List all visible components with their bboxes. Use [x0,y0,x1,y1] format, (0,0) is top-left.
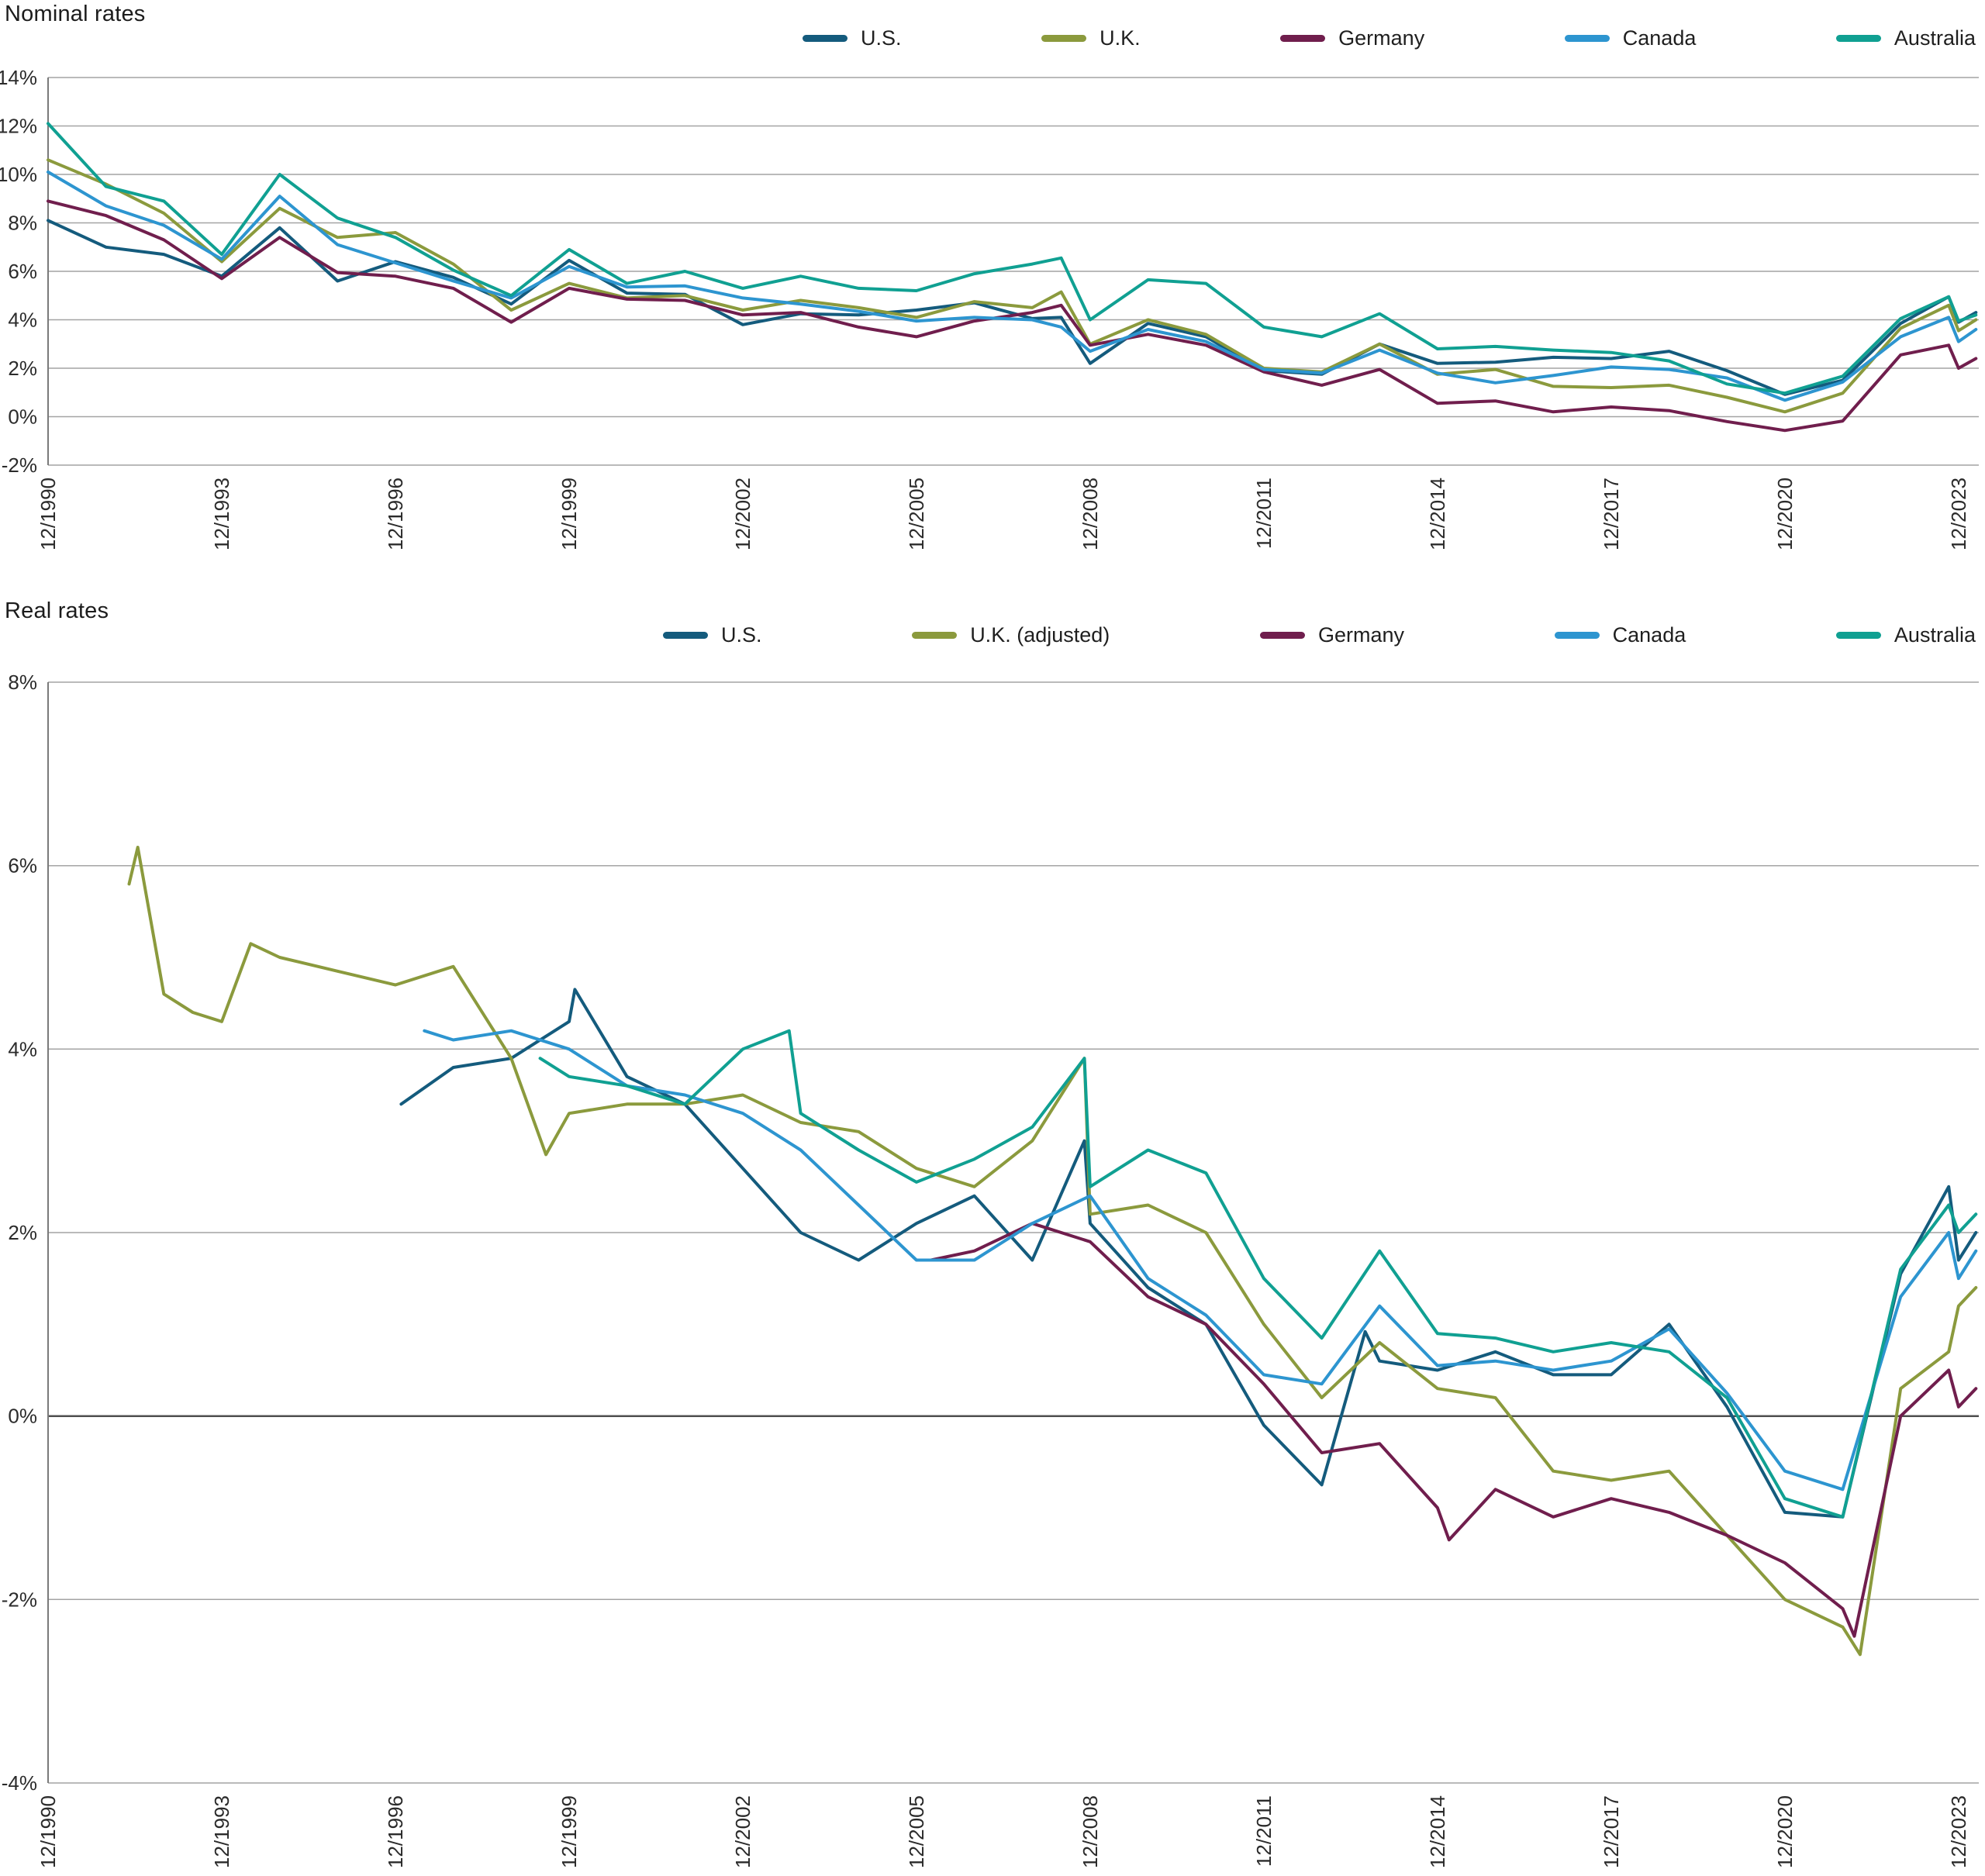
y-tick-label: -2% [2,1588,37,1611]
series-line-australia [538,1029,1978,1519]
nominal-rates-chart: Nominal rates U.S. U.K. Germany Canada Austr… [0,0,1985,558]
x-tick-label: 12/1990 [36,478,60,550]
series-line-australia [47,122,1978,395]
legend-item-australia: Australia [1835,26,1976,50]
y-tick-label: 10% [0,163,37,186]
legend-label-canada: Canada [1612,623,1686,647]
y-tick-label: 2% [8,357,37,380]
legend-label-germany: Germany [1338,26,1425,50]
legend-swatch-canada [1564,35,1610,42]
x-tick-label: 12/2020 [1773,478,1797,550]
x-tick-label: 12/2017 [1600,1795,1623,1868]
y-tick-label: 0% [8,1405,37,1428]
x-tick-label: 12/2005 [905,1795,928,1868]
legend-item-germany: Germany [1259,623,1404,647]
y-tick-label: -4% [2,1771,37,1795]
x-tick-label: 12/1990 [36,1795,60,1868]
y-tick-label: 4% [8,1037,37,1060]
legend-swatch-australia [1835,35,1881,42]
series-line-canada [47,170,1978,402]
y-tick-label: 14% [0,66,37,89]
y-tick-label: -2% [2,453,37,477]
real-plot: -4% -2% 0% 2% 4% 6% 8% 12/1990 12/1993 12/1996 12/… [2,671,1979,1868]
x-tick-label: 12/1993 [210,1795,233,1868]
y-tick-label: 6% [8,260,37,283]
y-tick-label: 4% [8,309,37,332]
legend-swatch-australia [1835,632,1881,639]
y-tick-label: 2% [8,1221,37,1244]
legend-item-uk: U.K. (adjusted) [912,623,1110,647]
series-line-canada [423,1029,1978,1491]
legend-swatch-us [803,35,848,42]
nominal-chart-title: Nominal rates [5,2,146,26]
series-line-us [399,988,1978,1519]
x-tick-label: 12/2014 [1426,478,1449,550]
legend-item-germany: Germany [1280,26,1424,50]
x-tick-label: 12/1999 [558,1795,581,1868]
legend-label-us: U.S. [721,623,762,647]
legend-swatch-germany [1259,632,1305,639]
real-legend: U.S. U.K. (adjusted) Germany Canada Australi… [663,623,1976,647]
legend-item-canada: Canada [1564,26,1697,50]
y-tick-label: 0% [8,405,37,429]
x-tick-label: 12/1996 [384,478,407,550]
x-tick-label: 12/2014 [1426,1795,1449,1868]
legend-swatch-canada [1554,632,1600,639]
x-tick-label: 12/2020 [1773,1795,1797,1868]
legend-item-australia: Australia [1835,623,1976,647]
legend-swatch-uk [1041,35,1087,42]
nominal-plot: -2% 0% 2% 4% 6% 8% 10% 12% 14% 12/1990 12/1993 12/1… [0,66,1979,550]
legend-label-australia: Australia [1894,26,1976,50]
series-line-uk [127,846,1978,1657]
legend-label-australia: Australia [1894,623,1976,647]
x-tick-label: 12/1999 [558,478,581,550]
legend-label-uk: U.K. (adjusted) [970,623,1110,647]
nominal-legend: U.S. U.K. Germany Canada Australia [803,26,1976,50]
legend-swatch-germany [1280,35,1326,42]
y-tick-label: 8% [8,671,37,694]
x-tick-label: 12/2023 [1947,478,1970,550]
x-tick-label: 12/2005 [905,478,928,550]
x-tick-label: 12/2008 [1079,1795,1102,1868]
x-tick-label: 12/2002 [731,1795,754,1868]
legend-label-germany: Germany [1317,623,1404,647]
real-chart-title: Real rates [5,598,109,623]
legend-swatch-uk [912,632,958,639]
x-tick-label: 12/2008 [1079,478,1102,550]
series-line-germany [47,199,1978,433]
legend-item-us: U.S. [663,623,762,647]
legend-item-canada: Canada [1554,623,1686,647]
x-tick-label: 12/2002 [731,478,754,550]
x-tick-label: 12/2017 [1600,478,1623,550]
y-tick-label: 8% [8,212,37,235]
x-tick-label: 12/1996 [384,1795,407,1868]
x-tick-label: 12/2011 [1252,1795,1276,1867]
x-tick-label: 12/1993 [210,478,233,550]
real-rates-chart: Real rates U.S. U.K. (adjusted) Germany Can… [0,597,1985,1876]
legend-swatch-us [663,632,708,639]
x-tick-label: 12/2023 [1947,1795,1970,1868]
legend-item-us: U.S. [803,26,902,50]
series-line-uk [47,158,1978,414]
legend-item-uk: U.K. [1041,26,1141,50]
y-tick-label: 6% [8,854,37,878]
legend-label-uk: U.K. [1100,26,1141,50]
y-tick-label: 12% [0,115,37,138]
x-tick-label: 12/2011 [1252,478,1276,549]
legend-label-us: U.S. [861,26,902,50]
series-line-germany [929,1222,1978,1638]
legend-label-canada: Canada [1622,26,1697,50]
